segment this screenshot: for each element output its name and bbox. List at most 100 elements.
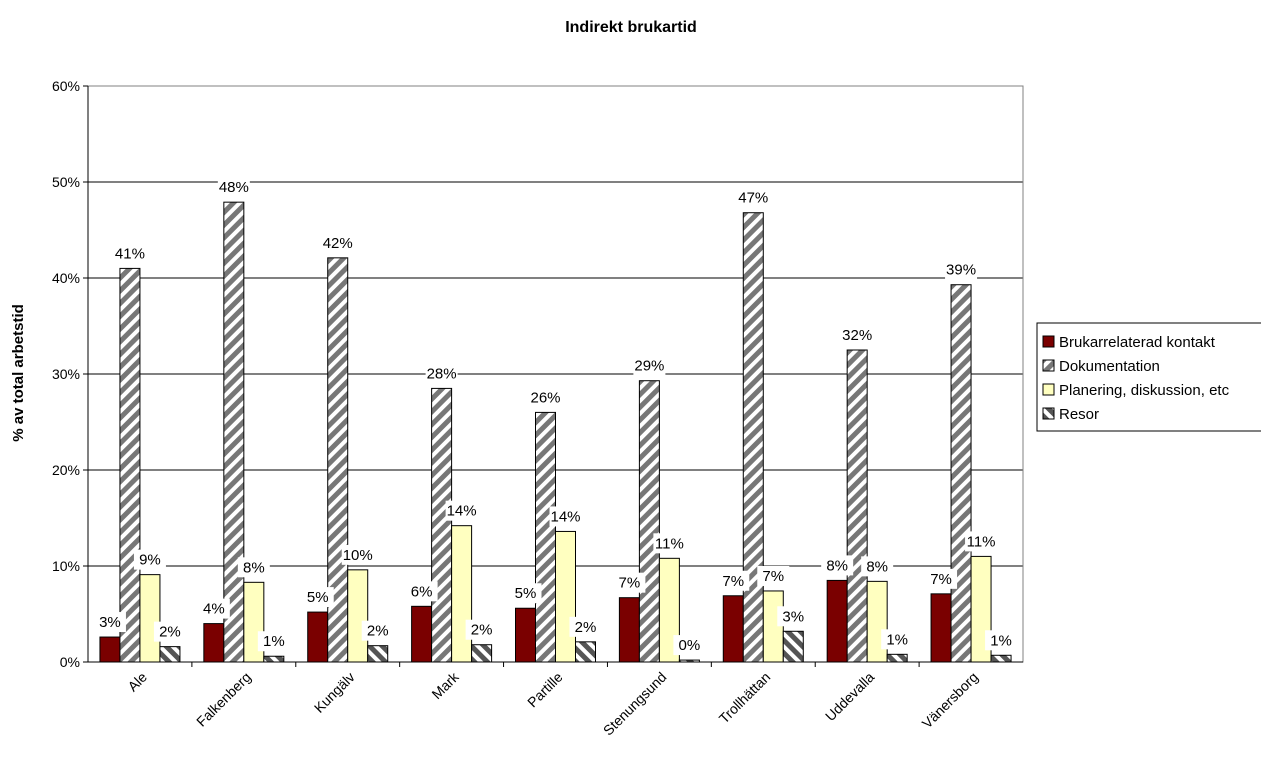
y-tick-label: 20% <box>52 462 80 478</box>
x-tick-label: Uddevalla <box>822 669 877 724</box>
bar-resor <box>159 646 181 663</box>
bar-brukarrelaterad-kontakt <box>930 593 952 663</box>
data-label-bg <box>93 612 126 633</box>
bar-dokumentation <box>638 380 660 663</box>
data-labels: 3% 41% 9% 2% 4% 48% 8% 1% 5% 42% 10% 2% 6% 28% 14% 2% 5%… <box>93 177 1018 656</box>
data-label-bg <box>321 232 354 253</box>
data-label: 9% <box>139 552 161 569</box>
x-axis: Ale Falkenberg Kungälv Mark Partille Stenungs… <box>124 662 981 738</box>
bar-brukarrelaterad-kontakt <box>307 611 329 663</box>
data-label: 7% <box>762 568 784 585</box>
x-tick-label: Partille <box>524 669 566 711</box>
data-label: 2% <box>159 624 181 641</box>
bar-planering-diskussion-etc <box>347 569 369 663</box>
x-tick-label: Mark <box>428 668 462 702</box>
data-label: 4% <box>203 601 225 618</box>
data-label: 8% <box>243 559 265 576</box>
data-label-bg <box>341 544 374 565</box>
bar-dokumentation <box>119 267 141 663</box>
bar-brukarrelaterad-kontakt <box>203 623 225 663</box>
data-label-bg <box>881 629 914 650</box>
legend-swatch <box>1042 359 1055 372</box>
y-tick-label: 10% <box>52 558 80 574</box>
bar-brukarrelaterad-kontakt <box>722 595 744 663</box>
legend-label: Planering, diskussion, etc <box>1059 382 1230 399</box>
bar-brukarrelaterad-kontakt <box>618 597 640 663</box>
bar-dokumentation <box>846 349 868 663</box>
data-label-bg <box>633 355 666 376</box>
data-label-bg <box>405 581 438 602</box>
data-label: 26% <box>530 389 560 406</box>
bar-brukarrelaterad-kontakt <box>826 579 848 663</box>
data-label: 1% <box>886 631 908 648</box>
bars <box>99 201 1012 663</box>
data-label: 7% <box>930 571 952 588</box>
bar-resor <box>471 644 493 663</box>
bar-planering-diskussion-etc <box>451 525 473 663</box>
data-label-bg <box>257 631 290 652</box>
data-label: 8% <box>866 558 888 575</box>
data-label: 11% <box>967 533 996 550</box>
bar-planering-diskussion-etc <box>762 590 784 663</box>
data-label-bg <box>133 549 166 570</box>
data-label: 29% <box>634 358 664 375</box>
x-tick-label: Falkenberg <box>193 669 254 730</box>
bar-resor <box>678 659 700 663</box>
data-label: 0% <box>679 637 701 654</box>
data-label-bg <box>737 187 770 208</box>
y-tick-label: 50% <box>52 174 80 190</box>
x-tick-label: Stenungsund <box>600 669 670 739</box>
data-label: 2% <box>575 619 597 636</box>
legend-box <box>1036 322 1261 432</box>
data-label-bg <box>113 243 146 264</box>
data-label: 1% <box>263 633 285 650</box>
y-tick-label: 30% <box>52 366 80 382</box>
y-tick-label: 0% <box>60 654 80 670</box>
legend-label: Dokumentation <box>1059 358 1160 375</box>
data-label-bg <box>717 570 750 591</box>
data-label: 6% <box>411 583 433 600</box>
data-label-bg <box>217 177 250 198</box>
data-label-bg <box>301 587 334 608</box>
data-label: 14% <box>447 503 477 520</box>
data-label-bg <box>197 598 230 619</box>
legend-swatch <box>1042 407 1055 420</box>
legend-swatch <box>1042 383 1055 396</box>
bar-dokumentation <box>742 212 764 663</box>
data-label-bg <box>757 565 790 586</box>
data-label: 10% <box>343 547 373 564</box>
data-label-bg <box>445 500 478 521</box>
data-label: 5% <box>307 589 329 606</box>
bar-resor <box>367 645 389 663</box>
data-label-bg <box>509 583 542 604</box>
bar-brukarrelaterad-kontakt <box>411 605 433 663</box>
data-label-bg <box>965 531 998 552</box>
data-label: 2% <box>367 623 389 640</box>
data-label-bg <box>841 325 874 345</box>
data-label-bg <box>361 620 394 641</box>
legend: Brukarrelaterad kontakt Dokumentation Plan… <box>1036 322 1261 432</box>
bar-resor <box>990 654 1012 663</box>
x-tick-label: Kungälv <box>311 669 358 716</box>
legend-swatch <box>1042 335 1055 348</box>
data-label-bg <box>465 619 498 640</box>
y-tick-label: 60% <box>52 78 80 94</box>
data-label: 11% <box>655 535 684 552</box>
data-label-bg <box>549 506 582 527</box>
bar-resor <box>782 630 804 663</box>
bar-dokumentation <box>431 387 453 663</box>
data-label-bg <box>945 259 978 280</box>
bar-planering-diskussion-etc <box>555 530 576 663</box>
data-label-bg <box>925 568 958 589</box>
data-label-bg <box>673 635 706 656</box>
data-label: 2% <box>471 622 493 639</box>
data-label-bg <box>529 387 562 408</box>
x-tick-label: Trollhättan <box>716 669 774 727</box>
bar-resor <box>886 653 908 663</box>
data-label: 28% <box>427 365 457 382</box>
bar-resor <box>575 641 596 663</box>
data-label-bg <box>569 616 602 637</box>
data-label: 42% <box>323 235 353 252</box>
